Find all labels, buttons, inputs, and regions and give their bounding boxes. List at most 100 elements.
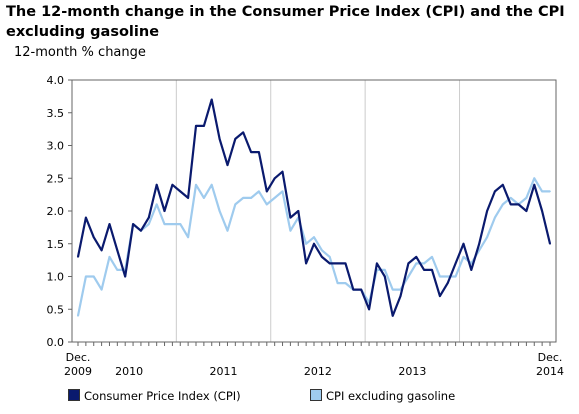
data-point-cpi-27 — [289, 216, 292, 219]
chart-title: The 12-month change in the Consumer Pric… — [6, 4, 565, 40]
y-tick-label: 3.0 — [47, 140, 65, 153]
x-tick-label-year: 2013 — [398, 365, 426, 378]
data-point-cpi-ex-gasoline-23 — [258, 190, 260, 193]
y-tick-label: 0.5 — [47, 303, 65, 316]
data-point-cpi-38 — [376, 262, 378, 265]
y-tick-label: 1.5 — [47, 238, 65, 251]
data-point-cpi-17 — [210, 98, 213, 101]
data-point-cpi-19 — [226, 164, 229, 167]
data-point-cpi-22 — [250, 151, 253, 154]
data-point-cpi-15 — [195, 125, 197, 127]
data-point-cpi-ex-gasoline-4 — [108, 256, 111, 258]
data-point-cpi-ex-gasoline-16 — [203, 197, 205, 199]
data-point-cpi-41 — [399, 295, 402, 297]
data-point-cpi-ex-gasoline-54 — [501, 203, 504, 206]
data-point-cpi-ex-gasoline-55 — [509, 197, 512, 199]
data-point-cpi-54 — [501, 183, 504, 186]
series-lines — [76, 98, 552, 317]
data-point-cpi-5 — [116, 249, 119, 252]
data-point-cpi-ex-gasoline-22 — [250, 197, 253, 199]
data-point-cpi-ex-gasoline-21 — [242, 197, 245, 199]
data-point-cpi-42 — [407, 262, 410, 265]
data-point-cpi-37 — [368, 308, 370, 311]
data-point-cpi-21 — [242, 131, 245, 134]
data-point-cpi-ex-gasoline-48 — [454, 275, 457, 278]
data-point-cpi-ex-gasoline-18 — [218, 210, 221, 212]
data-point-cpi-46 — [439, 295, 441, 297]
data-point-cpi-ex-gasoline-27 — [289, 229, 292, 232]
data-point-cpi-35 — [352, 288, 355, 291]
data-point-cpi-57 — [525, 210, 528, 212]
y-tick-label: 3.5 — [47, 107, 65, 120]
data-point-cpi-ex-gasoline-14 — [187, 236, 190, 239]
data-point-cpi-12 — [171, 183, 174, 186]
data-point-cpi-ex-gasoline-29 — [305, 242, 307, 245]
data-point-cpi-ex-gasoline-5 — [116, 269, 119, 271]
legend-swatch-cpi — [68, 389, 80, 401]
data-point-cpi-3 — [100, 249, 103, 252]
legend-item-cpi-ex-gas: CPI excluding gasoline — [310, 389, 455, 403]
x-tick-label-year: 2012 — [304, 365, 332, 378]
x-tick-label-year: 2009 — [64, 365, 92, 378]
data-point-cpi-23 — [258, 151, 260, 154]
data-point-cpi-44 — [423, 269, 425, 271]
data-point-cpi-ex-gasoline-44 — [423, 262, 425, 265]
legend-swatch-cpi-ex-gas — [310, 389, 322, 401]
data-point-cpi-ex-gasoline-10 — [155, 203, 158, 206]
data-point-cpi-ex-gasoline-43 — [415, 262, 418, 265]
data-point-cpi-30 — [313, 242, 315, 245]
data-point-cpi-39 — [383, 275, 386, 278]
data-point-cpi-ex-gasoline-34 — [344, 282, 347, 284]
x-tick-label-month: Dec. — [538, 351, 563, 364]
data-point-cpi-34 — [344, 262, 347, 265]
data-point-cpi-ex-gasoline-57 — [525, 197, 528, 199]
data-point-cpi-58 — [533, 183, 536, 186]
data-point-cpi-2 — [92, 236, 95, 239]
data-point-cpi-52 — [486, 210, 488, 212]
data-point-cpi-ex-gasoline-51 — [478, 249, 481, 252]
data-point-cpi-ex-gasoline-60 — [549, 190, 551, 193]
data-point-cpi-ex-gasoline-47 — [446, 275, 449, 278]
data-point-cpi-ex-gasoline-32 — [328, 256, 331, 258]
data-point-cpi-ex-gasoline-13 — [179, 223, 182, 226]
data-point-cpi-16 — [203, 125, 205, 127]
data-point-cpi-31 — [321, 256, 323, 258]
data-point-cpi-0 — [77, 256, 79, 258]
data-point-cpi-ex-gasoline-2 — [92, 275, 95, 278]
data-point-cpi-14 — [187, 197, 190, 199]
legend-label-cpi-ex-gas: CPI excluding gasoline — [326, 389, 456, 403]
y-tick-label: 2.0 — [47, 205, 65, 218]
data-point-cpi-ex-gasoline-30 — [313, 236, 315, 239]
x-tick-label-year: 2014 — [536, 365, 564, 378]
data-point-cpi-ex-gasoline-52 — [486, 236, 488, 239]
data-point-cpi-7 — [132, 223, 135, 226]
data-point-cpi-53 — [494, 190, 496, 193]
data-point-cpi-ex-gasoline-53 — [494, 216, 496, 219]
data-point-cpi-43 — [415, 256, 418, 258]
y-tick-label: 2.5 — [47, 172, 65, 185]
data-point-cpi-ex-gasoline-19 — [226, 229, 229, 232]
data-point-cpi-ex-gasoline-31 — [321, 249, 323, 252]
data-point-cpi-26 — [281, 170, 284, 173]
x-tick-label-year: 2011 — [210, 365, 238, 378]
data-point-cpi-ex-gasoline-42 — [407, 275, 410, 278]
data-point-cpi-10 — [155, 183, 158, 186]
data-point-cpi-ex-gasoline-33 — [336, 282, 339, 284]
data-point-cpi-50 — [470, 269, 473, 271]
data-point-cpi-13 — [179, 190, 182, 193]
y-tick-label: 0.0 — [47, 336, 65, 349]
data-point-cpi-ex-gasoline-50 — [470, 262, 473, 265]
data-point-cpi-ex-gasoline-59 — [541, 190, 543, 193]
data-point-cpi-28 — [297, 210, 300, 212]
data-point-cpi-9 — [147, 216, 150, 219]
data-point-cpi-ex-gasoline-25 — [273, 197, 276, 199]
data-point-cpi-45 — [431, 269, 433, 271]
data-point-cpi-59 — [541, 210, 543, 212]
data-point-cpi-ex-gasoline-15 — [195, 183, 197, 186]
x-tick-label-month: Dec. — [66, 351, 91, 364]
data-point-cpi-ex-gasoline-3 — [100, 288, 103, 291]
data-point-cpi-ex-gasoline-1 — [85, 275, 87, 278]
data-point-cpi-ex-gasoline-26 — [281, 190, 284, 193]
